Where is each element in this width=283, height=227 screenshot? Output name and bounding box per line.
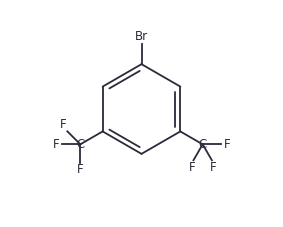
Text: F: F (189, 161, 196, 174)
Text: F: F (53, 138, 59, 151)
Text: C: C (199, 138, 207, 151)
Text: F: F (60, 118, 66, 131)
Text: F: F (210, 161, 216, 174)
Text: C: C (76, 138, 84, 151)
Text: Br: Br (135, 30, 148, 43)
Text: F: F (224, 138, 230, 151)
Text: F: F (77, 163, 84, 176)
